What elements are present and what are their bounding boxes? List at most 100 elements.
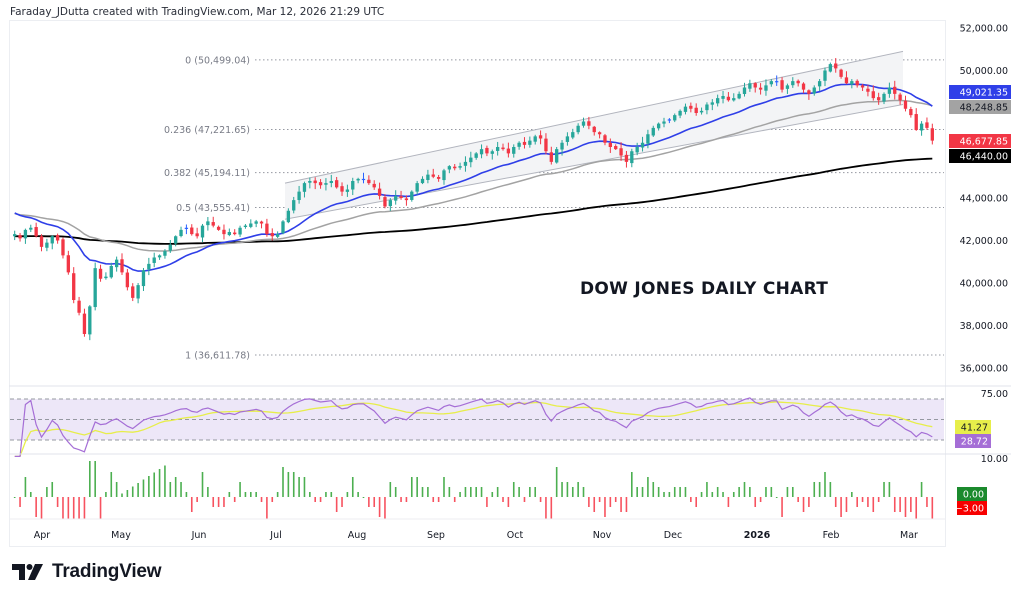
histogram-bar [765, 487, 767, 497]
fib-level-label: 0.382 (45,194.11) [164, 168, 250, 179]
candle-body [732, 98, 736, 101]
tradingview-logo[interactable]: TradingView [12, 561, 162, 583]
histogram-bar [223, 497, 225, 507]
candle-body [699, 110, 704, 113]
price-tag-label: 49,021.35 [960, 88, 1008, 99]
histogram-bar [550, 497, 553, 519]
candle-body [29, 227, 33, 230]
time-axis-label: Apr [34, 530, 51, 541]
rsi-tag-label: 41.27 [961, 423, 988, 434]
histogram-bar [180, 482, 182, 497]
histogram-bar [51, 482, 54, 497]
histogram-bar [35, 497, 37, 517]
histogram-bar [378, 497, 381, 517]
candle-body [426, 174, 430, 180]
histogram-bar [212, 497, 215, 507]
candle-body [619, 148, 623, 156]
candle-body [104, 276, 108, 279]
histogram-bar [647, 477, 649, 497]
histogram-bar [486, 497, 488, 507]
candle-body [882, 93, 886, 102]
candle-body [174, 236, 178, 244]
histogram-bar [56, 497, 59, 507]
candle-body [469, 157, 473, 163]
histogram-bar [829, 482, 832, 497]
candle-body [297, 191, 301, 201]
histogram-bar [416, 477, 418, 497]
histogram-bar [239, 482, 241, 497]
candle-body [249, 223, 253, 227]
histogram-bar [663, 492, 665, 497]
candle-body [82, 313, 87, 334]
price-axis-label: 44,000.00 [960, 194, 1008, 205]
histogram-bar [706, 482, 708, 497]
candle-body [839, 69, 843, 77]
candle-body [662, 121, 666, 124]
histogram-bar [421, 487, 424, 497]
histogram-bar [405, 497, 408, 502]
candle-body [587, 121, 591, 126]
time-axis-label: Aug [348, 530, 367, 541]
histogram-bar [314, 497, 316, 502]
rsi-pane [10, 397, 944, 458]
histogram-bar [808, 497, 810, 507]
histogram-bar [802, 497, 805, 512]
histogram-bar [749, 487, 751, 497]
candle-body [318, 182, 323, 186]
candle-body [345, 189, 350, 192]
candle-body [646, 134, 650, 144]
histogram-tag [957, 501, 987, 515]
ma-blue-line [14, 83, 933, 272]
candle-body [893, 86, 897, 94]
candle-body [667, 119, 672, 121]
candle-body [490, 151, 494, 154]
candle-body [66, 255, 71, 273]
histogram-bar [131, 486, 134, 497]
histogram-bar [266, 497, 268, 519]
candle-body [592, 126, 596, 133]
histogram-bar [818, 482, 821, 497]
histogram-bar [362, 497, 365, 498]
candle-body [710, 102, 714, 105]
candle-body [678, 110, 682, 116]
histogram-bar [276, 492, 279, 497]
candle-body [55, 235, 60, 241]
histogram-bar [539, 497, 542, 502]
histogram-bar [464, 487, 467, 497]
candle-body [415, 183, 419, 192]
rsi-axis-label: 75.00 [981, 389, 1008, 400]
candle-body [292, 200, 296, 211]
histogram-bar [786, 487, 789, 497]
fib-level-label: 0.5 (43,555.41) [176, 203, 250, 214]
candle-body [447, 166, 452, 170]
candle-body [844, 77, 849, 84]
histogram-bar [427, 487, 429, 497]
histogram-bar [625, 497, 628, 512]
histogram-bar [877, 497, 880, 502]
histogram-bar [695, 497, 698, 507]
histogram-bar [470, 487, 472, 497]
candle-body [855, 80, 859, 86]
candle-body [243, 225, 248, 228]
candle-body [458, 166, 462, 168]
histogram-bar [244, 492, 247, 497]
candle-body [157, 255, 162, 258]
candle-body [694, 107, 698, 113]
candle-body [834, 63, 838, 69]
histogram-bar [593, 497, 596, 512]
candle-body [195, 233, 199, 237]
histogram-bar [142, 479, 145, 497]
candle-body [45, 242, 49, 248]
candle-body [898, 94, 902, 101]
candle-body [200, 225, 205, 238]
candle-body [39, 236, 44, 247]
candle-body [630, 151, 634, 164]
candle-body [780, 80, 784, 90]
histogram-bar [40, 497, 43, 519]
candle-body [549, 152, 553, 162]
candle-body [356, 178, 360, 181]
histogram-bar [325, 492, 327, 497]
candle-body [517, 142, 521, 147]
histogram-bar [351, 477, 354, 497]
